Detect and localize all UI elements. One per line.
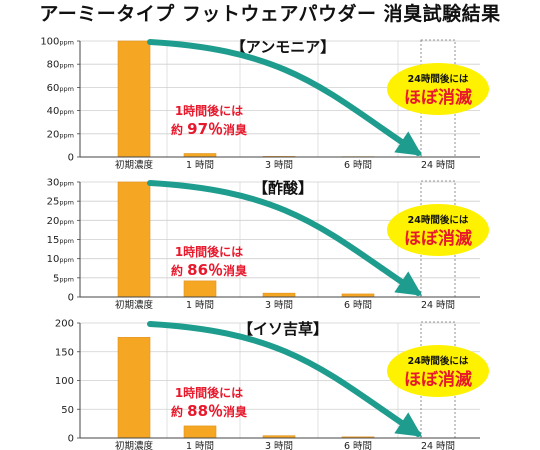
y-tick-label: 60ppm — [47, 83, 74, 94]
chart-panel-1: 0 20ppm 40ppm 60ppm 80ppm 100ppm 初期濃度 1 時間 3 時間 6… — [40, 37, 489, 171]
y-tick-label: 150 — [55, 347, 74, 358]
y-tick-label: 10ppm — [47, 254, 74, 265]
callout-small-text: 24時間後には — [408, 355, 469, 367]
y-tick-label: 0 — [68, 293, 74, 304]
x-tick-label: 24 時間 — [421, 160, 455, 171]
x-tick-label: 初期濃度 — [115, 159, 154, 171]
trend-arrow — [147, 321, 423, 437]
callout-bubble — [387, 63, 489, 115]
annotation-line1: 1時間後には — [175, 244, 243, 259]
bar-1時間 — [183, 425, 217, 439]
y-tick-label: 100ppm — [40, 37, 74, 48]
y-tick-label: 0 — [68, 434, 74, 445]
y-tick-label: 5ppm — [53, 273, 74, 284]
x-tick-label: 初期濃度 — [115, 299, 154, 311]
x-tick-label: 1 時間 — [186, 160, 214, 171]
callout-big-text: ほぼ消滅 — [404, 87, 472, 108]
chart-panel-3: 0 50 100 150 200 初期濃度 1 時間 3 時間 6 時間 24 時間 【イソ吉草】 1… — [55, 319, 489, 450]
callout-big-text: ほぼ消滅 — [404, 228, 472, 249]
x-tick-label: 初期濃度 — [115, 440, 154, 450]
y-tick-label: 40ppm — [47, 106, 74, 117]
annotation-line1: 1時間後には — [175, 103, 243, 118]
x-tick-label: 1 時間 — [186, 300, 214, 311]
bar-初期濃度 — [117, 337, 151, 439]
callout-small-text: 24時間後には — [408, 214, 469, 226]
annotation-line2: 約 88％消臭 — [171, 402, 247, 420]
x-tick-label: 1 時間 — [186, 441, 214, 450]
y-tick-label: 20ppm — [47, 129, 74, 140]
bar-3時間 — [262, 292, 296, 298]
y-tick-label: 15ppm — [47, 235, 74, 246]
y-tick-label: 25ppm — [47, 197, 74, 208]
bar-初期濃度 — [117, 40, 151, 158]
y-tick-label: 200 — [55, 319, 74, 330]
chart-title: 【酢酸】 — [253, 179, 313, 197]
annotation-line2: 約 97％消臭 — [171, 120, 247, 138]
annotation-line2: 約 86％消臭 — [171, 261, 247, 279]
x-tick-label: 3 時間 — [265, 441, 293, 450]
x-tick-label: 6 時間 — [344, 441, 372, 450]
y-tick-label: 20ppm — [47, 216, 74, 227]
chart-title: 【アンモニア】 — [231, 38, 335, 56]
y-tick-label: 50 — [61, 405, 74, 416]
page-title: アーミータイプ フットウェアパウダー 消臭試験結果 — [39, 3, 501, 25]
y-tick-label: 80ppm — [47, 60, 74, 71]
x-tick-label: 3 時間 — [265, 160, 293, 171]
y-tick-label: 100 — [55, 376, 74, 387]
trend-arrow — [147, 39, 423, 156]
x-tick-label: 24 時間 — [421, 441, 455, 450]
trend-arrow — [147, 180, 423, 296]
x-tick-label: 3 時間 — [265, 300, 293, 311]
bar-1時間 — [183, 153, 217, 158]
chart-title: 【イソ吉草】 — [238, 320, 328, 338]
bar-初期濃度 — [117, 181, 151, 298]
callout-bubble — [387, 204, 489, 256]
x-tick-label: 24 時間 — [421, 300, 455, 311]
callout-big-text: ほぼ消滅 — [404, 369, 472, 390]
y-tick-label: 0 — [68, 153, 74, 164]
chart-panel-2: 0 5ppm 10ppm 15ppm 20ppm 25ppm 30ppm 初期濃度 1 時間 3 … — [47, 178, 489, 311]
bar-1時間 — [183, 280, 217, 298]
x-tick-label: 6 時間 — [344, 300, 372, 311]
x-tick-label: 6 時間 — [344, 160, 372, 171]
callout-bubble — [387, 345, 489, 397]
y-tick-label: 30ppm — [47, 178, 74, 189]
callout-small-text: 24時間後には — [408, 73, 469, 85]
annotation-line1: 1時間後には — [175, 385, 243, 400]
